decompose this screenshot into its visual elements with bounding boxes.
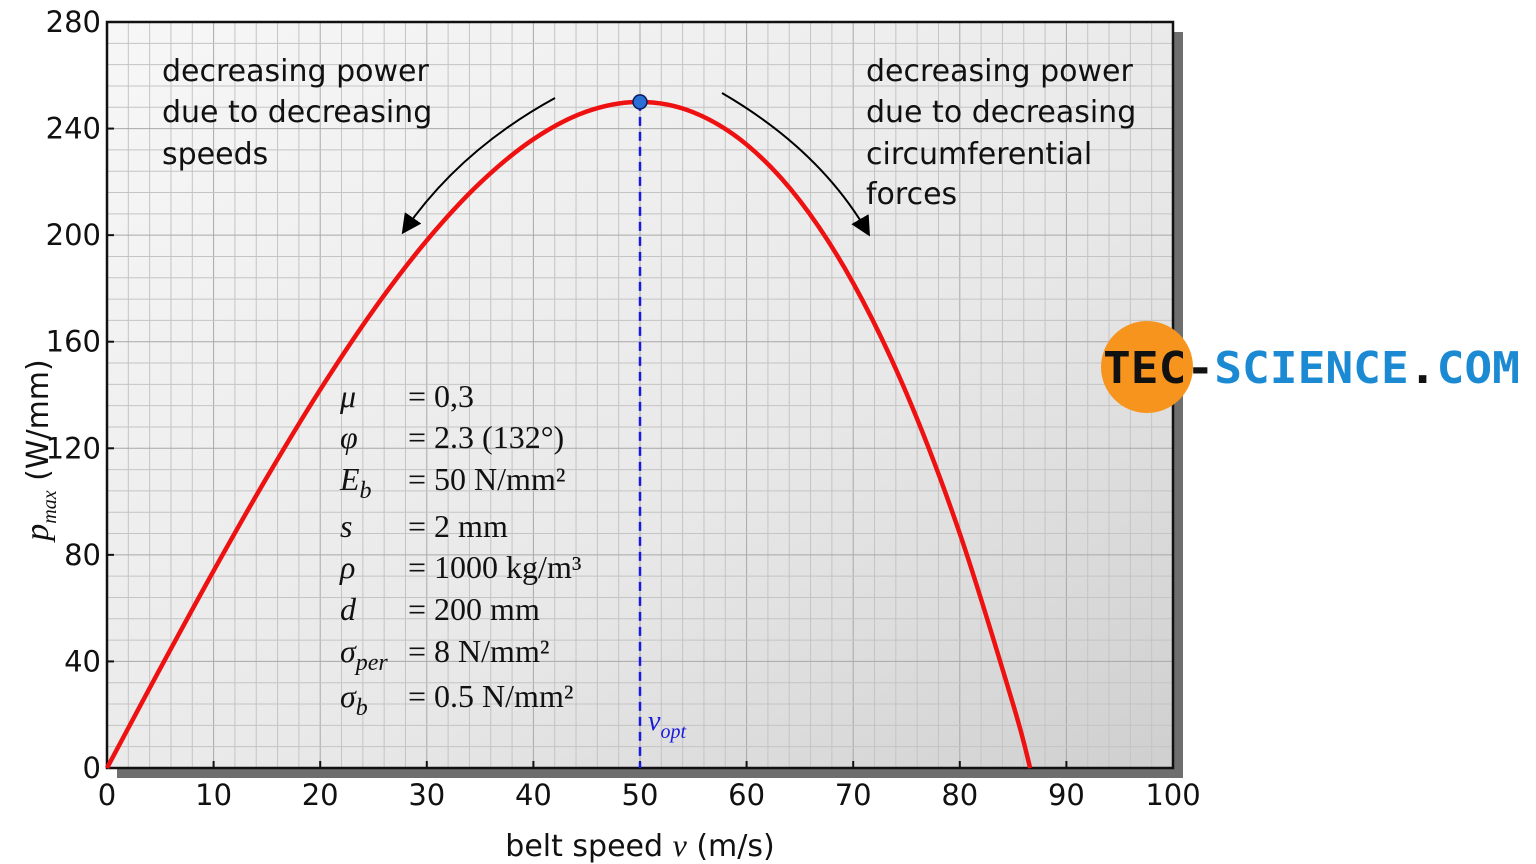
annotation-line: circumferential: [866, 137, 1092, 172]
ticks: 0 10 20 30 40 50 60 70 80 90 100 0 40 80 120 160 200 240 2…: [46, 5, 1201, 812]
x-tick-label: 20: [302, 778, 339, 812]
x-tick-label: 70: [835, 778, 872, 812]
x-tick-label: 90: [1048, 778, 1085, 812]
annotation-left: decreasing power due to decreasing speed…: [162, 54, 432, 172]
optimum-point: [632, 94, 648, 110]
x-tick-label: 100: [1145, 778, 1200, 812]
y-tick-label: 280: [46, 5, 101, 39]
parameter-value: = 2.3 (132°): [408, 419, 564, 455]
parameter-value: = 0.5 N/mm²: [408, 678, 573, 714]
annotation-line: due to decreasing: [866, 95, 1136, 130]
parameter-symbol: σb: [340, 678, 368, 721]
y-tick-label: 80: [64, 538, 101, 572]
parameter-value: = 200 mm: [408, 591, 540, 627]
y-axis-label: pmax (W/mm): [19, 359, 61, 543]
annotation-line: decreasing power: [162, 54, 429, 89]
x-tick-label: 40: [515, 778, 552, 812]
annotation-line: forces: [866, 177, 957, 212]
parameter-symbol: μ: [339, 378, 356, 414]
x-tick-label: 60: [728, 778, 765, 812]
logo-circle: [1101, 321, 1193, 413]
y-tick-label: 240: [46, 112, 101, 146]
annotation-line: decreasing power: [866, 54, 1133, 89]
x-tick-label: 80: [941, 778, 978, 812]
parameter-symbol: σper: [340, 633, 388, 676]
parameter-symbol: s: [340, 508, 352, 544]
parameter-symbol: Eb: [339, 461, 372, 504]
y-tick-label: 0: [83, 751, 101, 785]
annotation-line: speeds: [162, 137, 268, 172]
x-tick-label: 30: [408, 778, 445, 812]
parameter-value: = 2 mm: [408, 508, 508, 544]
vopt-label: vopt: [648, 706, 686, 743]
power-curve: [105, 99, 1033, 770]
parameter-symbol: d: [340, 591, 357, 627]
annotation-line: due to decreasing: [162, 95, 432, 130]
y-tick-label: 160: [46, 325, 101, 359]
arrow-right: [721, 92, 871, 237]
tec-science-logo: TEC-SCIENCE .COM: [1101, 321, 1520, 413]
logo-text: TEC-SCIENCE .COM: [1103, 343, 1520, 394]
parameter-symbol: φ: [340, 419, 358, 455]
x-axis-label: belt speed v (m/s): [505, 827, 774, 864]
y-tick-label: 40: [64, 644, 101, 678]
x-tick-label: 50: [622, 778, 659, 812]
y-tick-label: 120: [46, 431, 101, 465]
annotation-right: decreasing power due to decreasing circu…: [866, 54, 1136, 212]
parameter-value: = 0,3: [408, 378, 474, 414]
parameter-value: = 8 N/mm²: [408, 633, 549, 669]
parameter-value: = 50 N/mm²: [408, 461, 565, 497]
arrow-left: [401, 97, 556, 235]
parameter-list: μ = 0,3 φ = 2.3 (132°) Eb = 50 N/mm² s = 2 mm ρ =…: [339, 378, 581, 721]
x-tick-label: 0: [98, 778, 116, 812]
y-tick-label: 200: [46, 218, 101, 252]
x-tick-label: 10: [195, 778, 232, 812]
parameter-value: = 1000 kg/m³: [408, 549, 581, 585]
parameter-symbol: ρ: [339, 549, 355, 585]
